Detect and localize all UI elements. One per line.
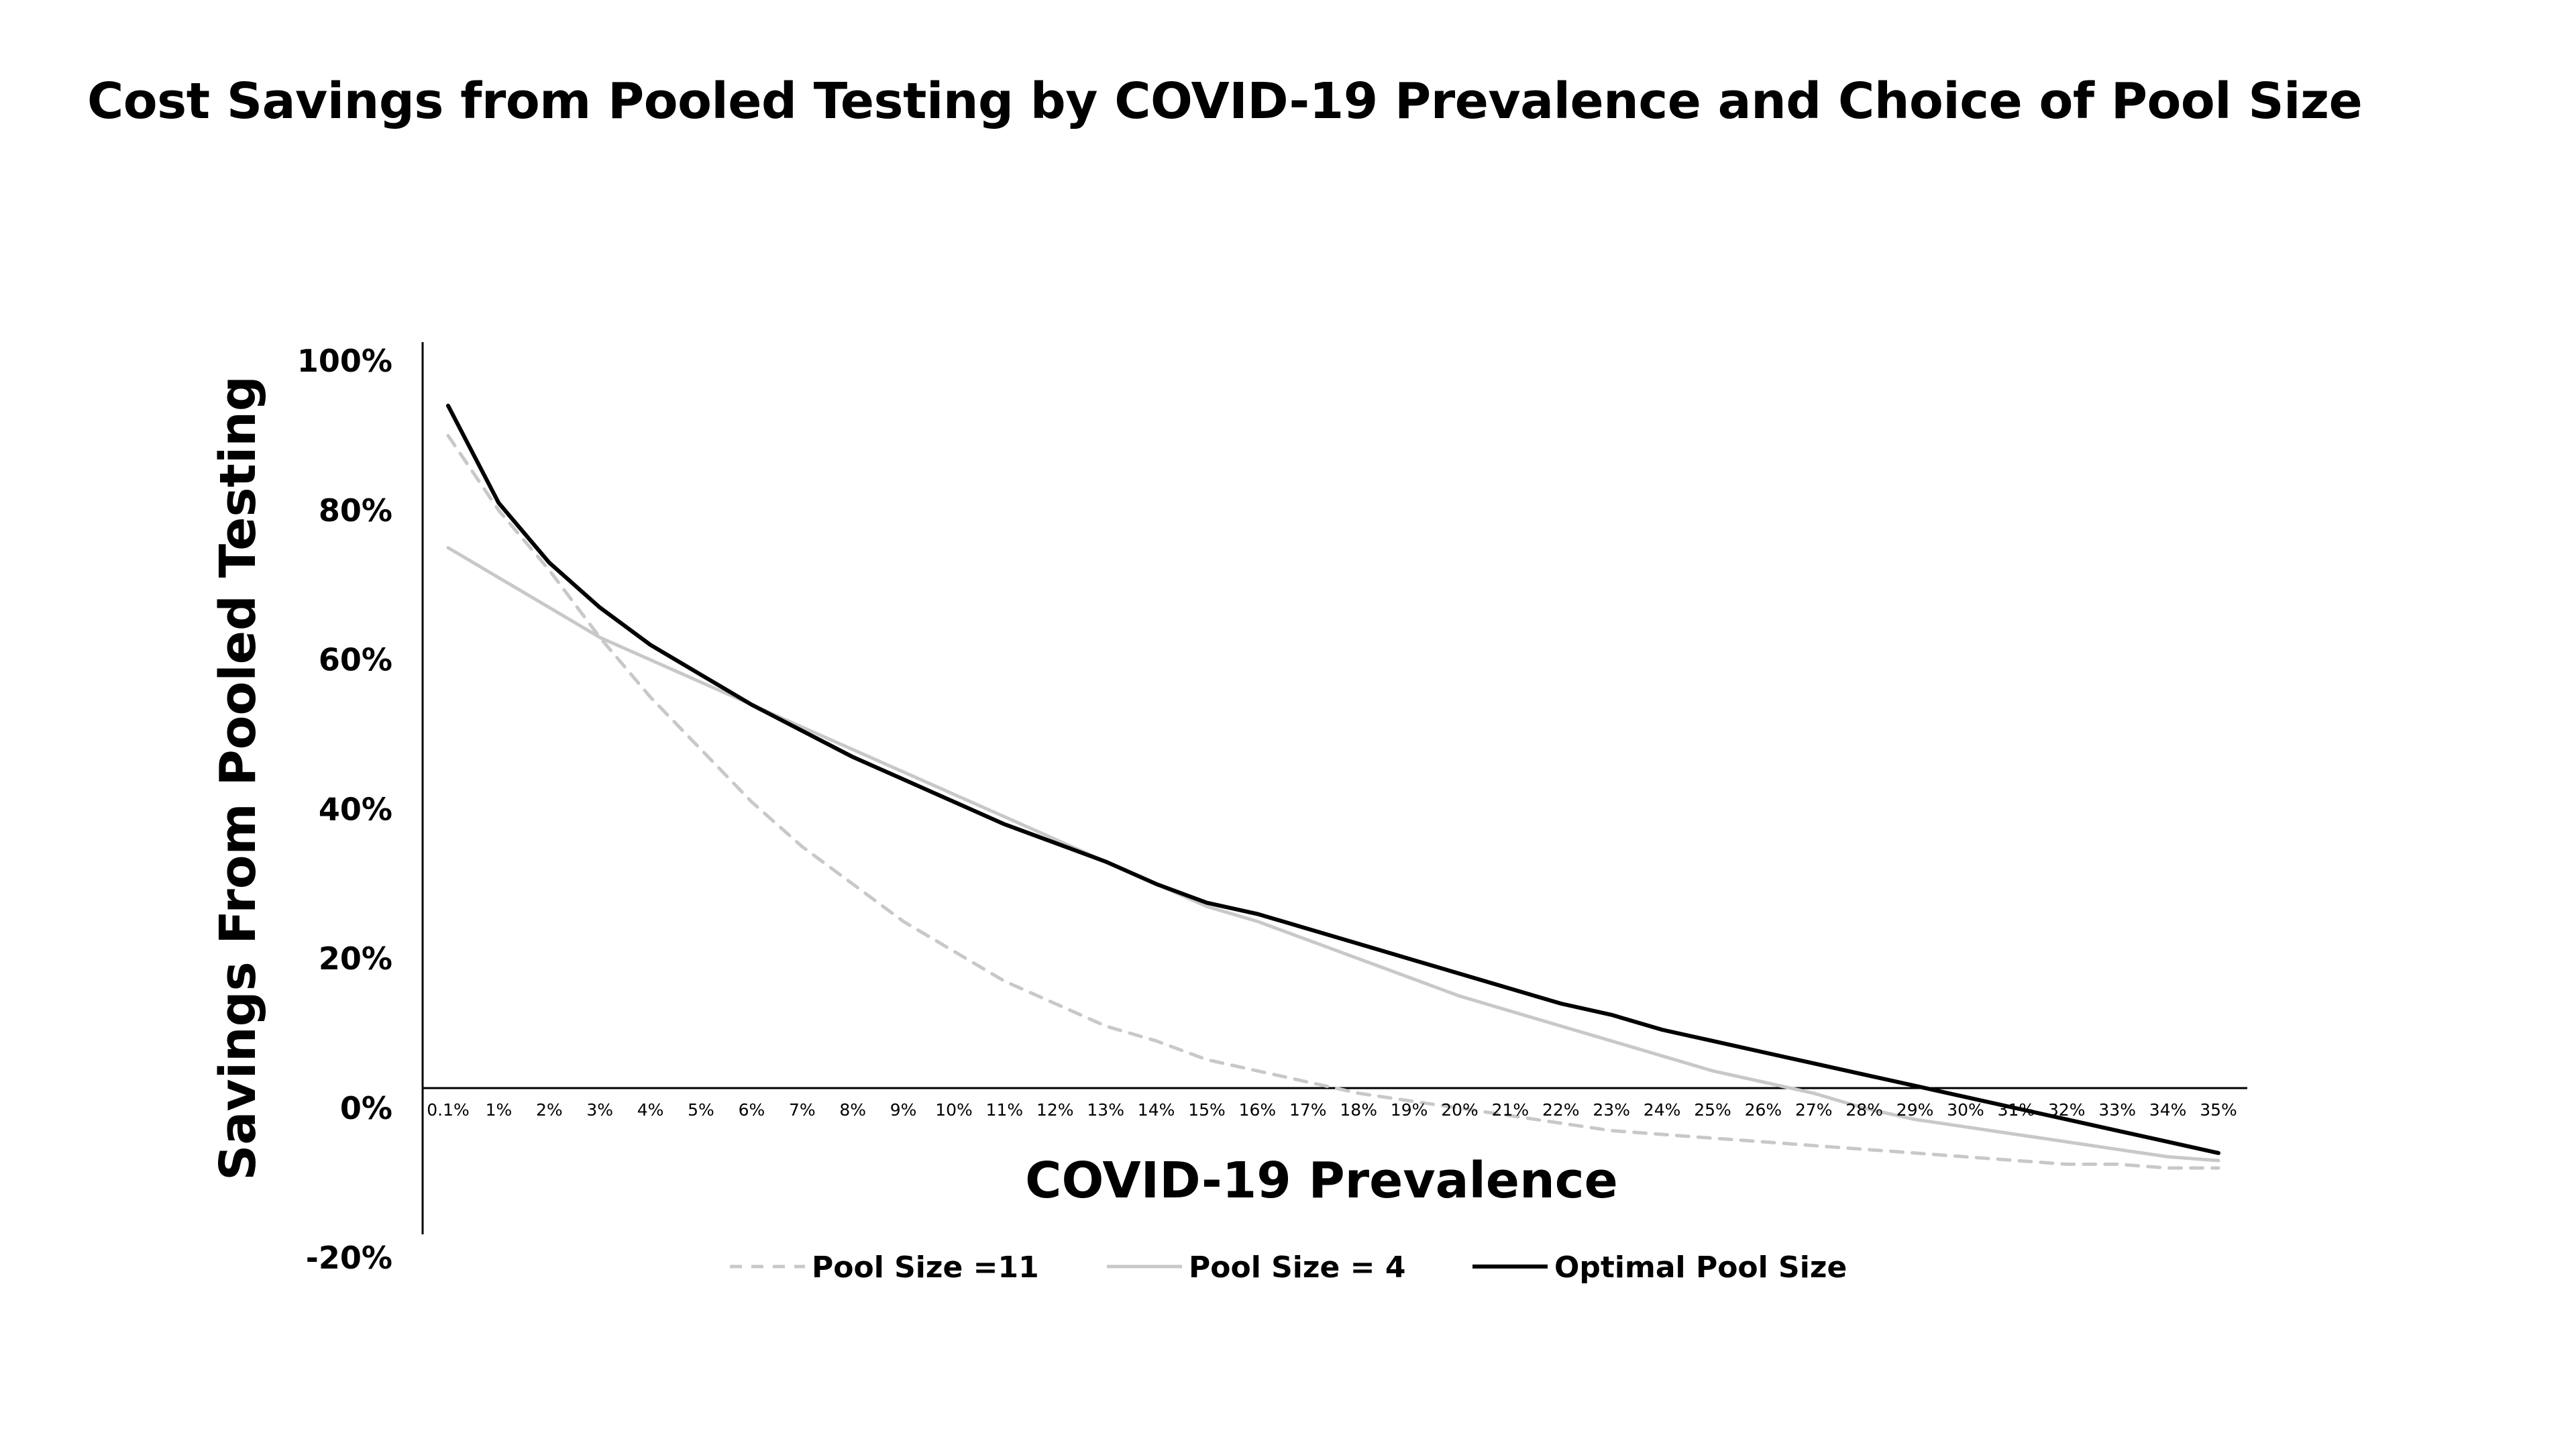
- x-tick-label: 1%: [486, 1100, 513, 1120]
- x-tick-label: 35%: [2200, 1100, 2237, 1120]
- x-tick-label: 23%: [1593, 1100, 1630, 1120]
- series-line-3: [446, 403, 2220, 1155]
- y-tick-label: 20%: [319, 941, 392, 977]
- x-tick-label: 3%: [586, 1100, 613, 1120]
- x-tick-label: 6%: [739, 1100, 765, 1120]
- x-tick-label: 4%: [637, 1100, 664, 1120]
- x-tick-label: 7%: [789, 1100, 816, 1120]
- y-tick-label: 100%: [297, 343, 392, 379]
- x-tick-label: 5%: [688, 1100, 714, 1120]
- x-tick-label: 10%: [935, 1100, 973, 1120]
- x-tick-label: 24%: [1644, 1100, 1681, 1120]
- x-tick-label: 33%: [2098, 1100, 2136, 1120]
- y-axis-title: Savings From Pooled Testing: [209, 376, 267, 1181]
- y-tick-label: -20%: [306, 1240, 392, 1276]
- x-tick-label: 22%: [1542, 1100, 1580, 1120]
- legend-label-2: Pool Size = 4: [1189, 1250, 1405, 1285]
- x-tick-label: 15%: [1188, 1100, 1226, 1120]
- x-tick-label: 17%: [1289, 1100, 1327, 1120]
- axes: [421, 342, 2247, 1234]
- x-tick-label: 0.1%: [427, 1100, 470, 1120]
- series-line-2: [446, 546, 2220, 1163]
- x-tick-label: 2%: [536, 1100, 563, 1120]
- x-tick-label: 11%: [986, 1100, 1024, 1120]
- series-line-1: [446, 433, 2220, 1170]
- x-tick-label: 26%: [1745, 1100, 1782, 1120]
- x-tick-label: 20%: [1441, 1100, 1479, 1120]
- x-tick-label: 28%: [1845, 1100, 1883, 1120]
- x-tick-labels: 0.1% 1% 2% 3% 4% 5% 6% 7% 8% 9% 10% 11% 12% 13% 14% 15%…: [427, 1100, 2237, 1120]
- x-tick-label: 21%: [1492, 1100, 1529, 1120]
- x-tick-label: 13%: [1087, 1100, 1124, 1120]
- y-tick-labels: -20% 0% 20% 40% 60% 80% 100%: [297, 343, 392, 1276]
- x-tick-label: 14%: [1138, 1100, 1175, 1120]
- chart-title: Cost Savings from Pooled Testing by COVI…: [87, 72, 2363, 130]
- series-lines: [446, 403, 2220, 1170]
- x-tick-label: 29%: [1896, 1100, 1934, 1120]
- x-tick-label: 8%: [839, 1100, 866, 1120]
- x-tick-label: 12%: [1036, 1100, 1074, 1120]
- x-tick-label: 34%: [2149, 1100, 2187, 1120]
- x-tick-label: 19%: [1391, 1100, 1428, 1120]
- x-tick-label: 32%: [2048, 1100, 2086, 1120]
- x-tick-label: 25%: [1694, 1100, 1731, 1120]
- y-tick-label: 60%: [319, 642, 392, 678]
- x-tick-label: 31%: [1998, 1100, 2035, 1120]
- legend-label-1: Pool Size =11: [812, 1250, 1039, 1285]
- y-tick-label: 0%: [340, 1090, 392, 1126]
- y-tick-label: 40%: [319, 791, 392, 827]
- x-tick-label: 9%: [890, 1100, 917, 1120]
- x-tick-label: 16%: [1239, 1100, 1277, 1120]
- x-tick-label: 18%: [1340, 1100, 1377, 1120]
- x-tick-label: 27%: [1795, 1100, 1833, 1120]
- x-axis-title: COVID-19 Prevalence: [1025, 1152, 1618, 1210]
- y-tick-label: 80%: [319, 492, 392, 529]
- x-tick-label: 30%: [1947, 1100, 1984, 1120]
- legend-label-3: Optimal Pool Size: [1554, 1250, 1847, 1285]
- legend: Pool Size =11 Pool Size = 4 Optimal Pool S…: [730, 1250, 1847, 1285]
